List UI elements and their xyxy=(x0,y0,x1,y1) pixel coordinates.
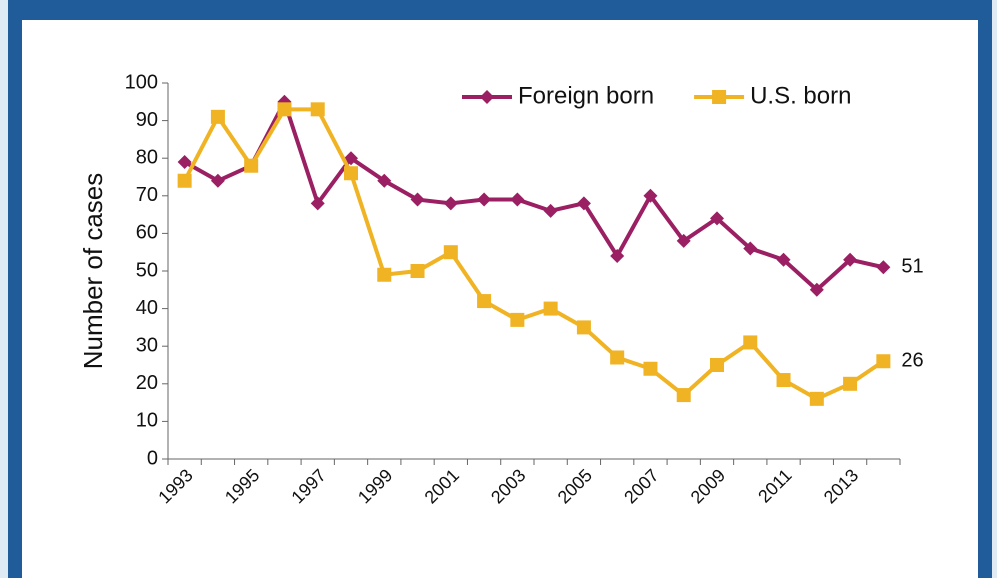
y-tick-label: 90 xyxy=(136,109,158,131)
data-point xyxy=(443,196,458,211)
y-tick-label: 80 xyxy=(136,146,158,168)
data-point xyxy=(210,109,225,124)
data-point xyxy=(710,358,724,372)
data-point xyxy=(310,196,325,211)
data-point xyxy=(443,245,458,260)
data-point xyxy=(643,188,658,203)
legend-label: Foreign born xyxy=(518,82,654,109)
data-point xyxy=(477,294,492,309)
series-line xyxy=(182,107,885,402)
data-point xyxy=(876,260,891,275)
data-point xyxy=(510,192,525,207)
data-point xyxy=(643,361,658,376)
data-point xyxy=(410,192,425,207)
y-tick-label: 60 xyxy=(136,222,158,244)
data-point xyxy=(576,196,591,211)
data-point xyxy=(277,102,292,117)
data-point xyxy=(210,173,225,188)
data-point xyxy=(576,320,591,335)
y-tick-label: 20 xyxy=(136,372,158,394)
data-point xyxy=(177,173,192,188)
data-point xyxy=(377,267,392,282)
data-point xyxy=(610,248,625,263)
y-tick-label: 50 xyxy=(136,259,158,281)
y-tick-label: 40 xyxy=(136,297,158,319)
panel xyxy=(22,20,978,578)
data-point xyxy=(710,211,724,226)
y-tick-label: 70 xyxy=(136,184,158,206)
data-point xyxy=(676,388,691,403)
data-point xyxy=(776,252,791,267)
legend-marker xyxy=(712,90,727,104)
data-point xyxy=(510,312,525,327)
data-point xyxy=(477,192,492,207)
data-point xyxy=(676,233,691,248)
legend-marker xyxy=(480,90,494,104)
data-point xyxy=(610,350,625,365)
data-point xyxy=(876,354,891,369)
data-point xyxy=(244,158,259,173)
y-tick-label: 30 xyxy=(136,334,158,356)
data-point xyxy=(177,154,192,169)
data-point xyxy=(410,264,425,278)
data-point xyxy=(843,376,858,391)
data-point xyxy=(344,166,358,181)
data-point xyxy=(377,173,392,188)
data-point xyxy=(809,282,824,297)
legend-label: U.S. born xyxy=(750,82,851,109)
y-axis-label: Number of cases xyxy=(78,173,108,370)
y-tick-label: 10 xyxy=(136,410,158,432)
data-point xyxy=(543,203,558,218)
data-point xyxy=(743,241,758,256)
data-point xyxy=(344,151,358,166)
end-label: 26 xyxy=(901,350,923,372)
data-point xyxy=(543,301,558,316)
end-label: 51 xyxy=(901,256,923,278)
data-point xyxy=(310,102,325,117)
data-point xyxy=(809,391,824,406)
data-point xyxy=(743,335,758,350)
y-tick-label: 100 xyxy=(125,71,158,93)
data-point xyxy=(843,252,858,267)
y-tick-label: 0 xyxy=(147,447,158,469)
series-line xyxy=(183,96,884,293)
data-point xyxy=(776,373,791,388)
